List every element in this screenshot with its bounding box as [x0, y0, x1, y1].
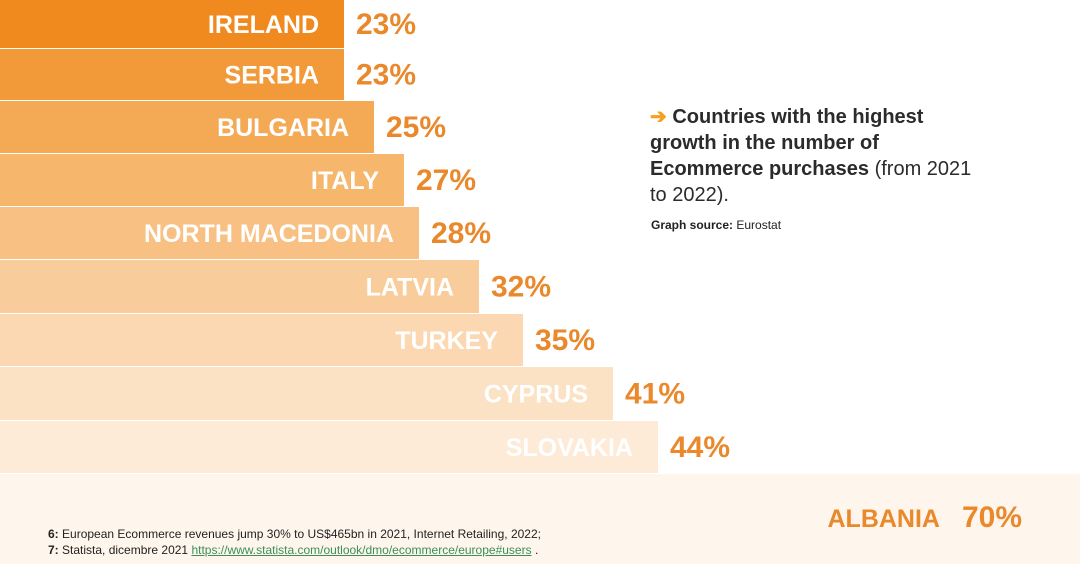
bar-turkey: [0, 314, 523, 366]
value-label-north-macedonia: 28%: [431, 217, 491, 250]
footnote-6: 6: European Ecommerce revenues jump 30% …: [48, 526, 541, 542]
value-label-serbia: 23%: [356, 59, 416, 92]
source-value: Eurostat: [736, 218, 782, 232]
caption-title: Countries with the highest growth in the…: [650, 106, 924, 180]
value-label-bulgaria: 25%: [386, 111, 446, 144]
footnote-6-number: 6:: [48, 527, 59, 541]
bar-bulgaria: [0, 101, 374, 153]
country-label-cyprus: CYPRUS: [484, 381, 588, 409]
country-label-slovakia: SLOVAKIA: [506, 434, 633, 462]
bar-albania: [0, 474, 1080, 564]
country-label-latvia: LATVIA: [366, 274, 454, 302]
footnote-7-link[interactable]: https://www.statista.com/outlook/dmo/eco…: [191, 543, 532, 557]
country-label-north-macedonia: NORTH MACEDONIA: [144, 220, 394, 248]
bar-latvia: [0, 260, 479, 313]
bar-slovakia: [0, 421, 658, 473]
value-label-ireland: 23%: [356, 8, 416, 41]
country-label-ireland: IRELAND: [208, 11, 319, 39]
footnote-7-text: Statista, dicembre 2021: [62, 543, 189, 557]
graph-source: Graph source: Eurostat: [651, 218, 781, 232]
footnote-6-text: European Ecommerce revenues jump 30% to …: [62, 527, 541, 541]
footnote-7-number: 7:: [48, 543, 59, 557]
country-label-bulgaria: BULGARIA: [217, 114, 349, 142]
bar-italy: [0, 154, 404, 206]
footnote-7-end: .: [534, 543, 539, 557]
bar-north-macedonia: [0, 207, 419, 259]
bar-serbia: [0, 49, 344, 100]
footnote-7: 7: Statista, dicembre 2021 https://www.s…: [48, 542, 541, 558]
bar-ireland: [0, 0, 344, 48]
value-label-cyprus: 41%: [625, 378, 685, 411]
footnotes: 6: European Ecommerce revenues jump 30% …: [48, 526, 541, 558]
country-label-italy: ITALY: [311, 167, 379, 195]
arrow-right-icon: ➔: [650, 106, 667, 128]
value-label-albania: 70%: [962, 501, 1022, 534]
country-label-turkey: TURKEY: [395, 327, 498, 355]
source-label: Graph source:: [651, 218, 734, 232]
bar-cyprus: [0, 367, 613, 420]
value-label-italy: 27%: [416, 164, 476, 197]
country-label-serbia: SERBIA: [225, 62, 319, 90]
value-label-latvia: 32%: [491, 271, 551, 304]
value-label-turkey: 35%: [535, 324, 595, 357]
country-label-albania: ALBANIA: [828, 505, 941, 533]
caption-period: (from 2021 to 2022).: [650, 158, 972, 206]
chart-caption: ➔ Countries with the highest growth in t…: [650, 104, 980, 208]
value-label-slovakia: 44%: [670, 431, 730, 464]
